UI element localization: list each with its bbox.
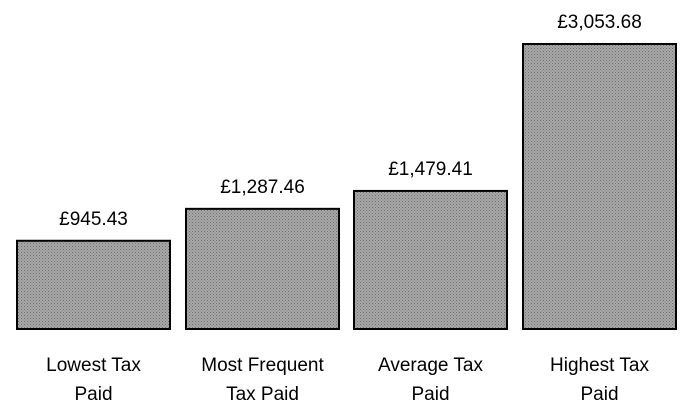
category-labels-layer: Lowest Tax Paid Most Frequent Tax Paid Avera… xyxy=(46,355,649,405)
category-label-line: Paid xyxy=(580,384,618,405)
category-label-0: Lowest Tax Paid xyxy=(46,355,141,405)
category-label-line: Highest Tax xyxy=(550,355,649,376)
bar-2 xyxy=(353,189,508,330)
category-label-line: Paid xyxy=(74,384,112,405)
value-label-3: £3,053.68 xyxy=(557,12,642,33)
category-label-2: Average Tax Paid xyxy=(378,355,483,405)
bar-3 xyxy=(522,43,677,330)
value-labels-layer: £945.43 £1,287.46 £1,479.41 £3,053.68 xyxy=(59,12,642,230)
category-label-line: Average Tax xyxy=(378,355,483,376)
category-label-line: Paid xyxy=(411,384,449,405)
bars-layer xyxy=(16,43,677,330)
value-label-1: £1,287.46 xyxy=(220,177,305,198)
category-label-3: Highest Tax Paid xyxy=(550,355,649,405)
value-label-0: £945.43 xyxy=(59,209,128,230)
category-label-line: Lowest Tax xyxy=(46,355,141,376)
bar-1 xyxy=(185,207,340,330)
bar-0 xyxy=(16,239,171,330)
category-label-line: Most Frequent xyxy=(201,355,324,376)
category-label-1: Most Frequent Tax Paid xyxy=(201,355,324,405)
category-label-line: Tax Paid xyxy=(226,384,299,405)
value-label-2: £1,479.41 xyxy=(388,159,473,180)
